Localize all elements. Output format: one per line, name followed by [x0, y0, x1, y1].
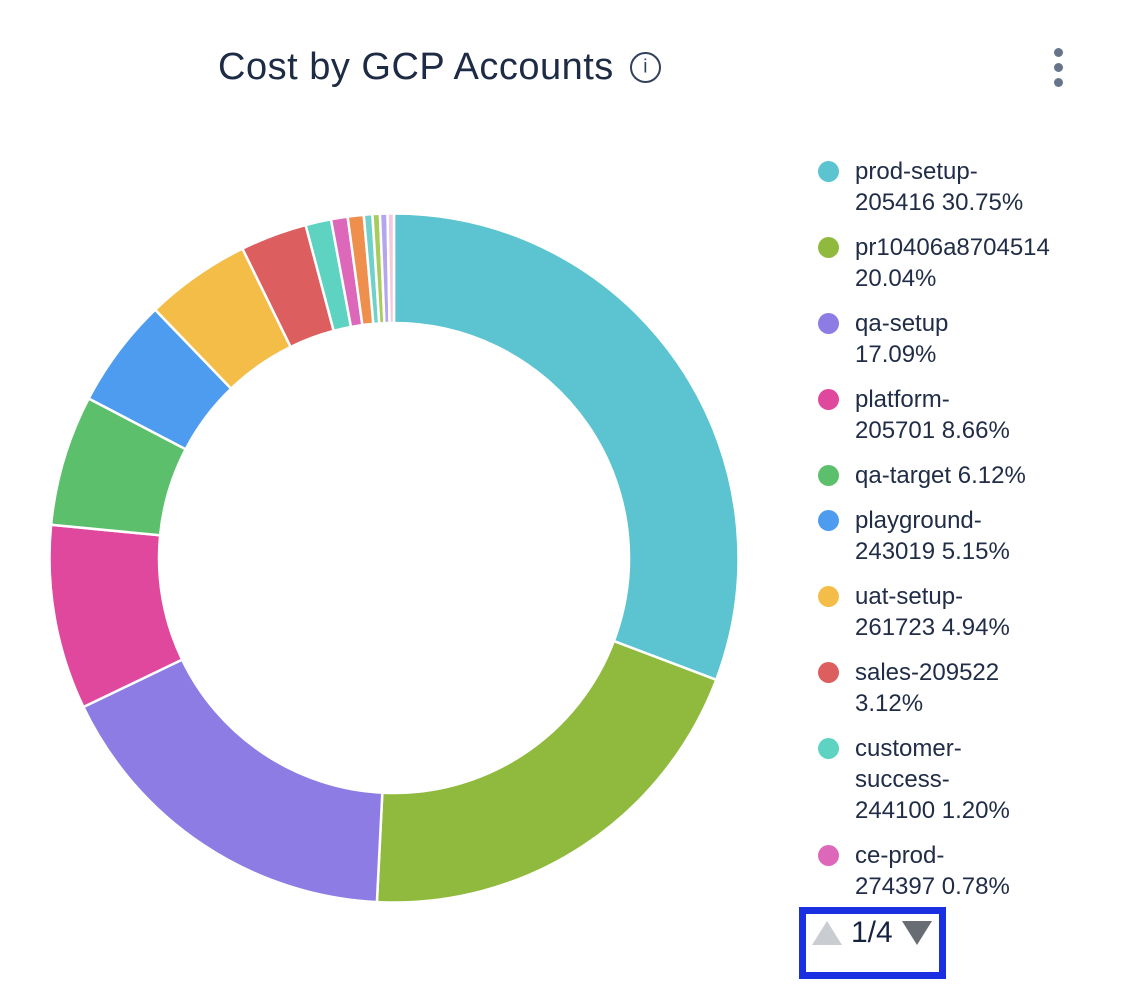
legend-label: prod-setup- 205416 30.75% [855, 158, 1024, 216]
legend-item-prod-setup-205416[interactable]: prod-setup- 205416 30.75% [818, 156, 1130, 218]
donut-chart [48, 212, 740, 904]
legend-label: qa-setup 17.09% [855, 310, 949, 368]
legend-label: qa-target 6.12% [855, 462, 1026, 489]
pie-slice-unlabeled-slice-5[interactable] [386, 212, 396, 325]
legend-dot-icon [818, 510, 839, 531]
info-icon[interactable] [629, 52, 661, 83]
pie-slice-pr10406a8704514[interactable] [375, 639, 718, 904]
kebab-menu-icon[interactable] [1052, 46, 1065, 89]
legend-dot-icon [818, 586, 839, 607]
pager-up-icon[interactable] [812, 921, 842, 945]
legend-label: platform- 205701 8.66% [855, 386, 1010, 444]
legend-dot-icon [818, 662, 839, 683]
chart-header: Cost by GCP Accounts [218, 46, 661, 89]
chart-title: Cost by GCP Accounts [218, 46, 614, 88]
legend-pager: 1/4 [806, 914, 939, 948]
pager-down-icon[interactable] [901, 921, 932, 945]
highlight-annotation: 1/4 [799, 907, 946, 979]
legend-item-sales-209522[interactable]: sales-209522 3.12% [818, 657, 1130, 719]
legend-item-customer-success-244100[interactable]: customer- success- 244100 1.20% [818, 733, 1130, 826]
legend-dot-icon [818, 738, 839, 759]
legend-item-platform-205701[interactable]: platform- 205701 8.66% [818, 384, 1130, 446]
kebab-dot [1054, 78, 1063, 87]
donut-svg [48, 212, 740, 904]
pager-page-label: 1/4 [851, 916, 893, 949]
legend-item-ce-prod-274397[interactable]: ce-prod- 274397 0.78% [818, 840, 1130, 902]
legend-label: pr10406a8704514 20.04% [855, 234, 1050, 292]
legend-label: customer- success- 244100 1.20% [855, 735, 1010, 824]
legend-item-uat-setup-261723[interactable]: uat-setup- 261723 4.94% [818, 581, 1130, 643]
legend-dot-icon [818, 237, 839, 258]
legend-dot-icon [818, 389, 839, 410]
chart-legend: prod-setup- 205416 30.75% pr10406a8704514… [818, 156, 1130, 910]
pie-slice-qa-setup[interactable] [82, 658, 384, 904]
legend-label: uat-setup- 261723 4.94% [855, 583, 1010, 641]
legend-label: sales-209522 3.12% [855, 659, 1000, 717]
legend-item-qa-setup[interactable]: qa-setup 17.09% [818, 308, 1130, 370]
legend-label: playground- 243019 5.15% [855, 507, 1010, 565]
legend-dot-icon [818, 161, 839, 182]
legend-dot-icon [818, 465, 839, 486]
legend-item-pr10406a8704514[interactable]: pr10406a8704514 20.04% [818, 232, 1130, 294]
legend-dot-icon [818, 313, 839, 334]
legend-item-qa-target[interactable]: qa-target 6.12% [818, 460, 1130, 491]
legend-label: ce-prod- 274397 0.78% [855, 842, 1010, 900]
legend-item-playground-243019[interactable]: playground- 243019 5.15% [818, 505, 1130, 567]
pie-slice-prod-setup-205416[interactable] [392, 212, 740, 682]
kebab-dot [1054, 63, 1063, 72]
kebab-dot [1054, 48, 1063, 57]
legend-dot-icon [818, 845, 839, 866]
